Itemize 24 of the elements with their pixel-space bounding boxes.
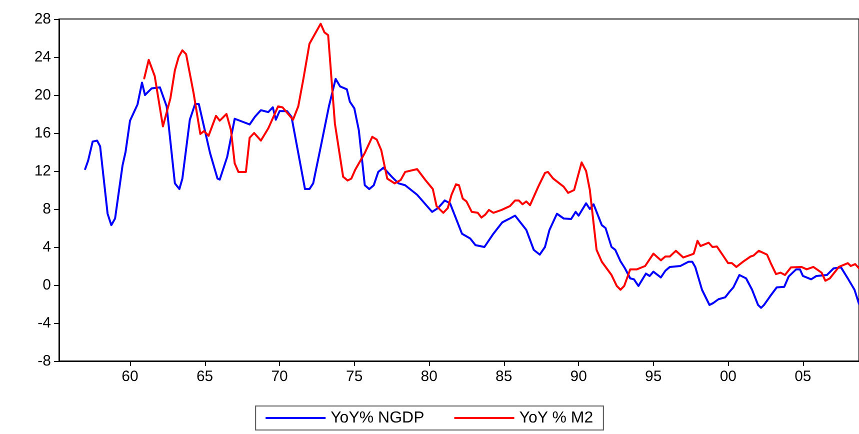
line-series: [143, 22, 859, 291]
x-tick-label: 65: [196, 368, 214, 385]
x-tick-label: 85: [496, 368, 512, 385]
x-tick-label: 60: [122, 368, 138, 385]
x-tick-label: 95: [645, 368, 662, 385]
y-tick-label: -8: [38, 352, 51, 370]
y-tick-label: 0: [42, 276, 51, 294]
legend-label: YoY% NGDP: [330, 410, 424, 426]
y-tick-label: 28: [34, 10, 51, 28]
line-series: [84, 78, 859, 309]
legend-label: YoY % M2: [519, 410, 594, 426]
y-tick-label: 8: [42, 200, 51, 218]
y-tick-label: 4: [42, 238, 51, 256]
x-tick-label: 70: [271, 368, 288, 385]
x-tick-label: 05: [794, 368, 812, 385]
y-tick-label: 16: [34, 124, 51, 142]
y-tick-label: -4: [38, 314, 51, 332]
x-tick-label: 90: [570, 368, 587, 385]
y-tick-label: 24: [34, 48, 51, 66]
x-tick-label: 00: [720, 368, 737, 385]
x-tick-label: 80: [420, 368, 438, 385]
y-tick-label: 20: [34, 86, 51, 104]
y-tick-label: 12: [34, 162, 51, 180]
x-tick-label: 75: [346, 368, 363, 385]
